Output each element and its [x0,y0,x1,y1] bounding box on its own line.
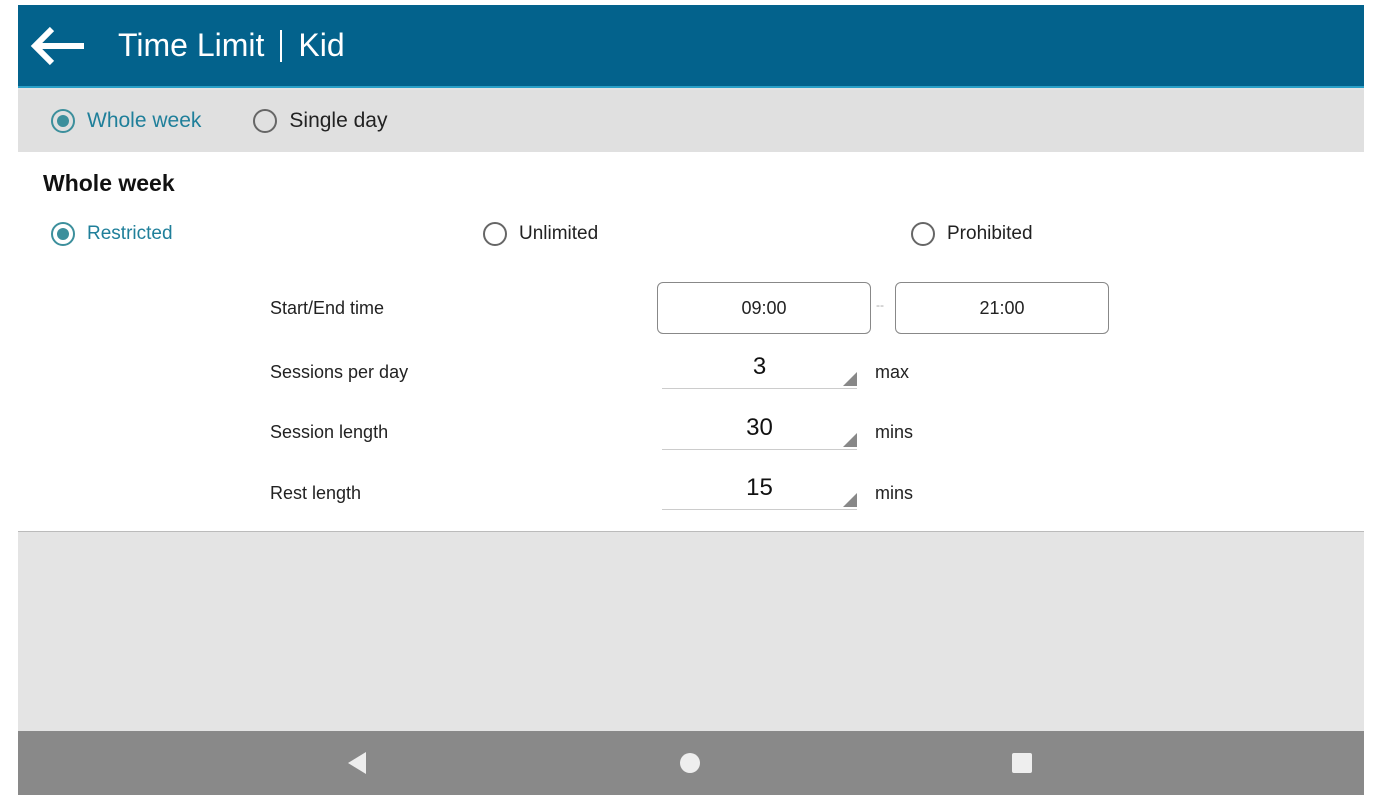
mode-unlimited[interactable]: Unlimited [483,222,598,246]
session-length-label: Session length [270,422,389,442]
nav-home-button[interactable] [679,751,701,780]
sessions-unit: max [875,362,910,382]
rest-length-spinner[interactable]: 15 [662,470,857,510]
title-text: Time Limit [118,27,265,63]
arrow-left-icon [30,26,84,65]
tab-single-day[interactable]: Single day [253,109,387,133]
spinner-value: 15 [746,474,773,501]
circle-home-icon [680,753,700,773]
spinner-value: 30 [746,414,773,441]
radio-unselected-icon [483,222,507,246]
start-time-field[interactable]: 09:00 [657,282,871,334]
back-button[interactable] [30,26,90,66]
dropdown-triangle-icon [843,372,857,386]
dropdown-triangle-icon [843,493,857,507]
sessions-spinner[interactable]: 3 [662,349,857,389]
sessions-label: Sessions per day [270,362,409,382]
system-nav-bar [18,731,1364,795]
session-length-spinner[interactable]: 30 [662,410,857,450]
rest-length-label: Rest length [270,483,362,503]
rest-length-unit: mins [875,483,914,503]
scope-tabs: Whole week Single day [18,90,1364,152]
app: Time Limit Kid Whole week Single day Who… [18,5,1364,795]
mode-prohibited[interactable]: Prohibited [911,222,1033,246]
settings-panel: Whole week Restricted Unlimited Prohibit… [18,152,1364,532]
radio-selected-icon [51,109,75,133]
square-recents-icon [1012,753,1032,773]
radio-unselected-icon [911,222,935,246]
tab-whole-week[interactable]: Whole week [51,109,201,133]
dropdown-triangle-icon [843,433,857,447]
app-header: Time Limit Kid [18,5,1364,88]
nav-back-button[interactable] [346,751,368,780]
title-divider [280,29,283,62]
end-time-field[interactable]: 21:00 [895,282,1109,334]
session-length-unit: mins [875,422,914,442]
profile-name: Kid [298,27,345,63]
start-end-label: Start/End time [270,298,385,318]
triangle-back-icon [348,752,366,774]
mode-restricted[interactable]: Restricted [51,222,173,246]
radio-selected-icon [51,222,75,246]
time-separator: -- [876,298,884,312]
tab-label: Single day [289,109,388,132]
page-title: Time Limit Kid [118,27,345,64]
nav-recents-button[interactable] [1011,751,1033,780]
mode-label: Prohibited [947,223,1033,244]
section-title: Whole week [43,170,175,196]
spinner-value: 3 [752,353,767,380]
tab-label: Whole week [87,109,202,132]
radio-unselected-icon [253,109,278,133]
mode-label: Restricted [87,223,173,244]
mode-label: Unlimited [519,223,599,244]
